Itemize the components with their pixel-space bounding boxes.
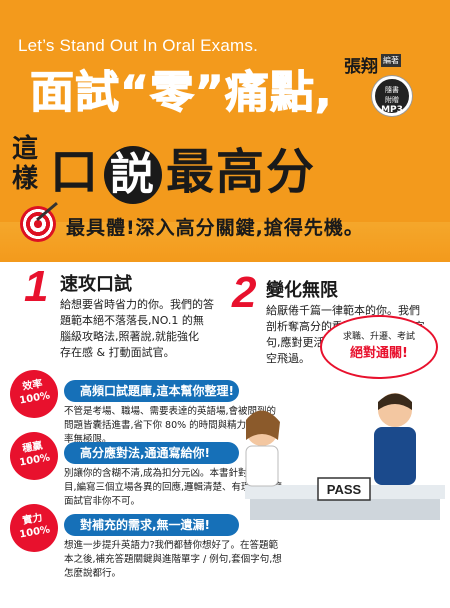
section-text-2: 別讓你的含糊不清,成為扣分元凶。本書針對每個題目,編寫三個立場各異的回應,邏輯清… [64,468,283,507]
english-title: Let’s Stand Out In Oral Exams. [18,36,259,55]
title-line-2: 口説最高分 [50,132,316,204]
title-word-a: 口 [50,144,101,200]
orange-header-band [0,0,450,262]
title-word-b: 最高分 [166,144,317,200]
title-prefix: 這樣 [12,134,39,194]
feature-title-1: 速攻口試 [60,274,132,295]
pass-sign-text: PASS [327,482,362,497]
author-role: 編著 [381,54,401,67]
bubble-line-2: 絕對通關! [350,346,408,361]
feature-text-line: 題範本絕不落落長,NO.1 的無 [60,314,204,327]
title-circle-word: 説 [104,146,163,204]
section-bar-3: 對補充的需求,無一遺漏! [64,514,239,536]
feature-number-1: 1 [24,262,49,311]
speech-bubble: 求職、升遷、考試 絕對通關! [320,315,438,379]
title-line-1: 面試“零”痛點, [30,67,333,119]
interviewer-hair [378,393,412,410]
feature-text-line: 存在感 & 打動面試官。 [60,346,175,359]
target-icon [20,206,56,242]
section-bar-2: 高分應對法,通通寫給你! [64,442,239,464]
bubble-line-1: 求職、升遷、考試 [342,332,415,342]
feature-title-2: 變化無限 [266,280,338,301]
section-text-1: 不管是考場、職場、需要表達的英語場,會被問到的問題皆囊括進書,省下你 80% 的… [64,406,278,445]
mp3-badge-line3: MP3 [381,105,403,115]
feature-text-line: 空飛過。 [266,352,310,365]
feature-text-line: 給想要省時省力的你。我們的答 [60,298,214,311]
mp3-badge-line2: 附贈 [385,96,399,104]
mp3-badge: 隨書 附贈 MP3 [372,76,412,116]
feature-text-line: 給厭倦千篇一律範本的你。我們 [266,304,420,317]
interviewer-suit [374,427,416,485]
section-bar-1: 高頻口試題庫,這本幫你整理! [64,380,239,402]
slogan: 最具體!深入高分關鍵,搶得先機。 [66,217,364,239]
feature-number-2: 2 [232,268,257,317]
candidate-body [245,445,279,487]
section-text-3: 想進一步提升英語力?我們都替你想好了。在答題範本之後,補充答題關鍵與進階單字 /… [64,540,282,579]
feature-text-line: 腦級攻略法,照著說,就能強化 [60,330,199,343]
feature-text-1: 給想要省時省力的你。我們的答 題範本絕不落落長,NO.1 的無 腦級攻略法,照著… [60,297,214,361]
pass-sign [317,477,371,501]
mp3-badge-line1: 隨書 [385,86,399,94]
candidate-hair [246,410,280,440]
author-name: 張翔 [344,57,378,77]
